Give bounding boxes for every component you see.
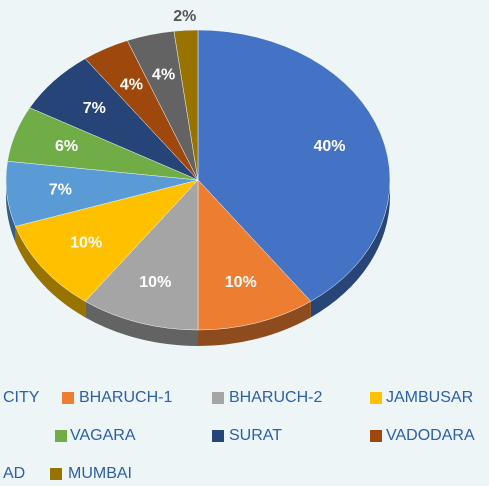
legend-label: BHARUCH-2 — [229, 389, 322, 406]
data-label: 4% — [152, 67, 175, 84]
legend-marker — [55, 430, 67, 442]
data-label: 7% — [83, 100, 106, 117]
legend-marker — [370, 392, 382, 404]
slice — [15, 179, 199, 302]
legend-label: SURAT — [229, 427, 282, 444]
data-label: 10% — [70, 235, 102, 252]
data-label: 7% — [49, 181, 72, 198]
legend-label: CITY — [3, 389, 40, 406]
slice-side — [310, 180, 390, 318]
data-label: 6% — [55, 138, 78, 155]
data-label: 10% — [225, 274, 257, 291]
slice — [197, 179, 312, 331]
slice — [173, 29, 199, 181]
legend-marker — [50, 468, 62, 480]
slice-side — [15, 226, 86, 318]
slice-side — [6, 180, 16, 243]
legend-label: MUMBAI — [68, 465, 132, 482]
data-label: 2% — [173, 8, 196, 25]
slice — [84, 179, 199, 331]
slice — [197, 29, 391, 302]
legend-marker — [370, 430, 382, 442]
data-label: 10% — [139, 274, 171, 291]
data-label: 40% — [313, 138, 345, 155]
legend-label: VADODARA — [386, 427, 475, 444]
legend-label: AD — [3, 465, 25, 482]
legend-label: BHARUCH-1 — [79, 389, 172, 406]
data-label: 4% — [120, 77, 143, 94]
legend-marker — [212, 392, 224, 404]
legend-label: JAMBUSAR — [386, 389, 473, 406]
legend-label: VAGARA — [70, 427, 136, 444]
legend-marker — [62, 392, 74, 404]
legend-marker — [212, 430, 224, 442]
